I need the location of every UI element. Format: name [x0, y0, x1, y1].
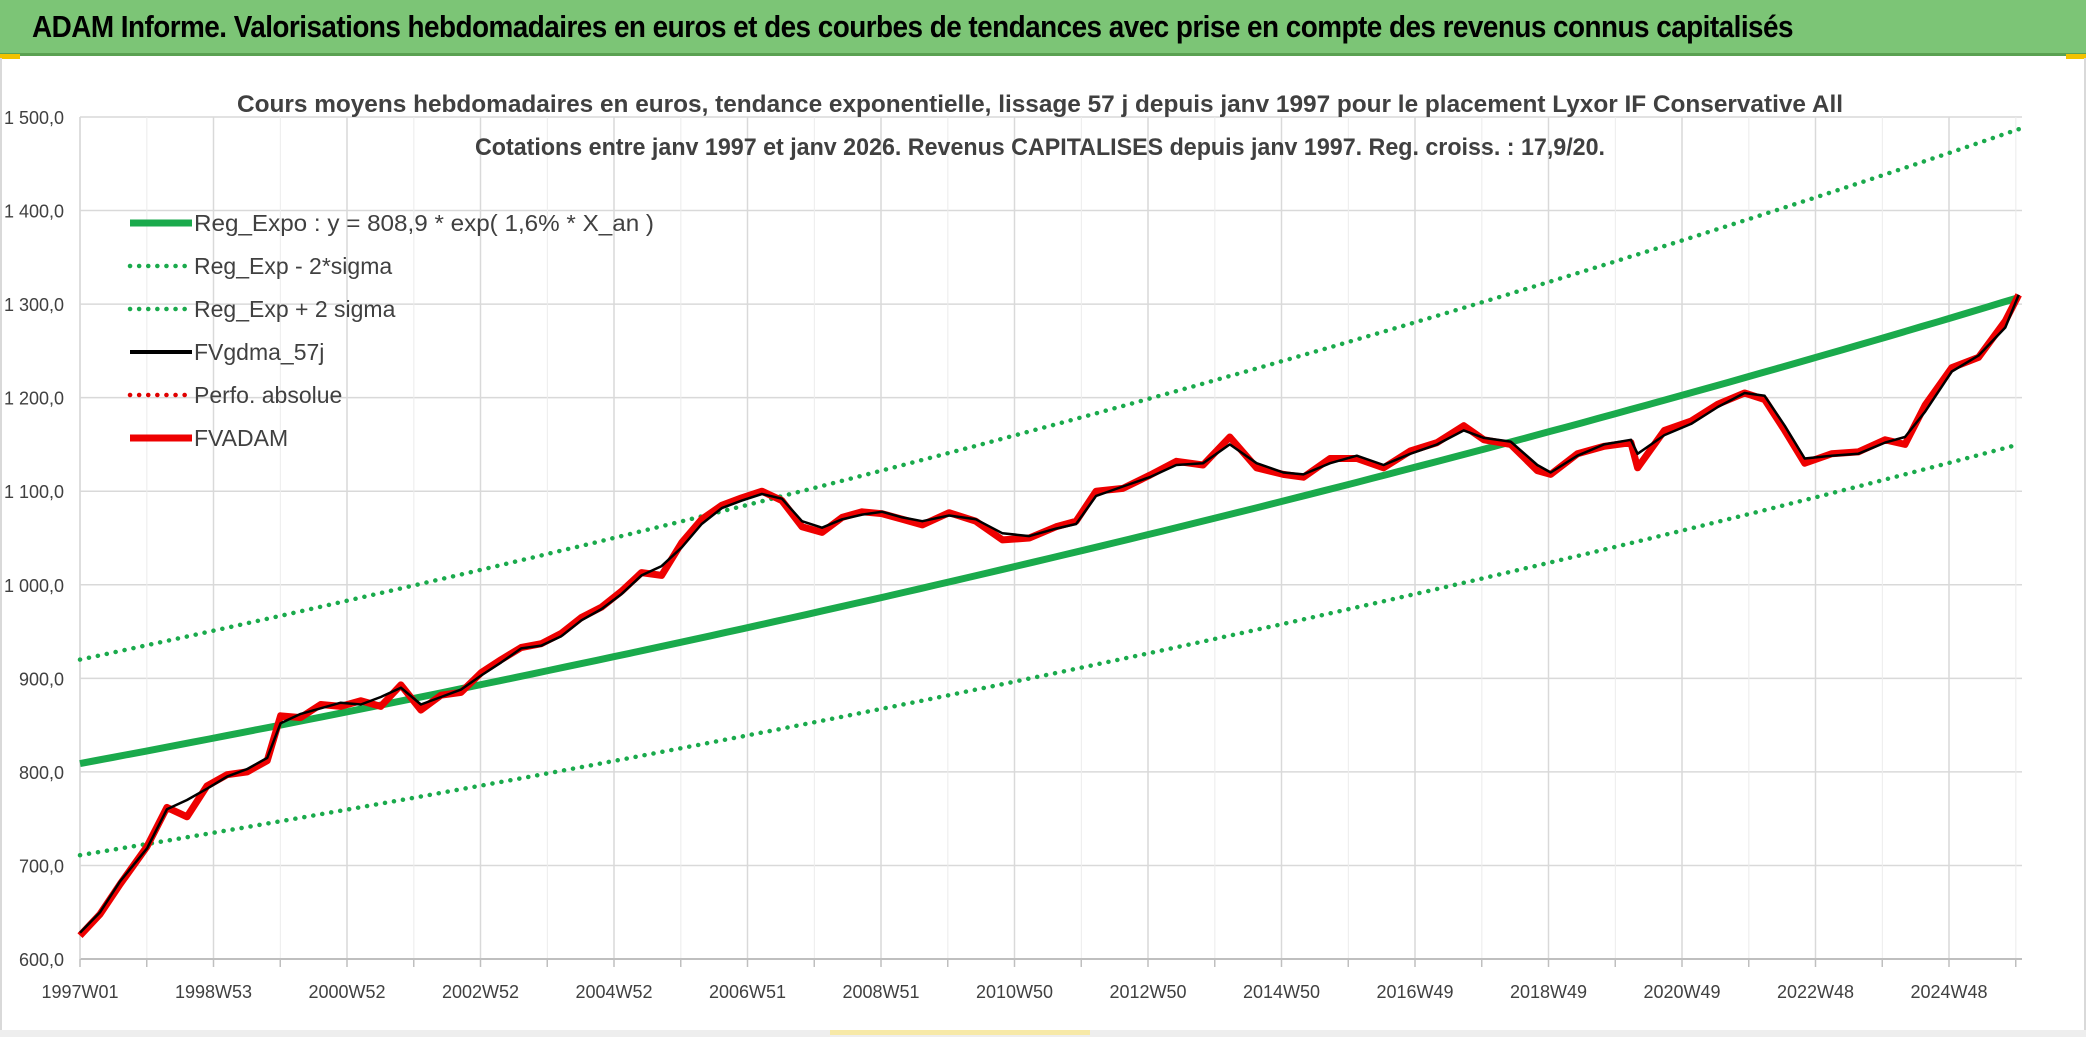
x-tick-label: 1997W01 [41, 982, 118, 1002]
chart-title: Cours moyens hebdomadaires en euros, ten… [237, 91, 1843, 118]
legend: Reg_Expo : y = 808,9 * exp( 1,6% * X_an … [127, 210, 654, 451]
legend-label-0: Reg_Expo : y = 808,9 * exp( 1,6% * X_an … [194, 210, 654, 236]
y-tick-label: 700,0 [19, 856, 64, 876]
y-tick-label: 900,0 [19, 669, 64, 689]
y-tick-label: 1 000,0 [4, 576, 64, 596]
x-tick-label: 2002W52 [442, 982, 519, 1002]
x-tick-label: 2010W50 [976, 982, 1053, 1002]
x-tick-label: 2012W50 [1109, 982, 1186, 1002]
header-banner: ADAM Informe. Valorisations hebdomadaire… [0, 0, 2086, 56]
series-line-3 [79, 294, 2020, 934]
chart-frame [0, 58, 2086, 1030]
bottom-highlight [830, 1030, 1090, 1035]
x-tick-label: 2022W48 [1777, 982, 1854, 1002]
x-tick-label: 2006W51 [709, 982, 786, 1002]
x-tick-label: 1998W53 [175, 982, 252, 1002]
y-axis-ticks: 600,0 700,0 800,0 900,0 1 000,0 1 100,0 1 200,… [4, 108, 64, 970]
series-line-0 [79, 294, 2020, 768]
series-line-2 [77, 126, 2021, 662]
legend-label-3: FVgdma_57j [194, 339, 324, 365]
x-tick-label: 2024W48 [1910, 982, 1987, 1002]
x-axis-ticks: 1997W01 1998W53 2000W52 2002W52 2004W52 2006W… [41, 982, 1987, 1002]
corner-mark-right [2066, 54, 2086, 59]
page-title: ADAM Informe. Valorisations hebdomadaire… [32, 9, 1794, 44]
series-line-5 [77, 293, 2022, 938]
series-line-1 [77, 442, 2021, 858]
corner-mark-left [0, 54, 20, 59]
y-tick-label: 1 300,0 [4, 295, 64, 315]
y-tick-label: 800,0 [19, 763, 64, 783]
grid [79, 116, 2022, 967]
x-tick-label: 2004W52 [575, 982, 652, 1002]
y-tick-label: 1 400,0 [4, 202, 64, 222]
legend-label-5: FVADAM [194, 425, 288, 451]
x-tick-label: 2000W52 [308, 982, 385, 1002]
y-tick-label: 1 500,0 [4, 108, 64, 128]
x-tick-label: 2008W51 [842, 982, 919, 1002]
x-tick-label: 2020W49 [1643, 982, 1720, 1002]
chart-subtitle: Cotations entre janv 1997 et janv 2026. … [475, 134, 1605, 161]
x-tick-label: 2016W49 [1376, 982, 1453, 1002]
y-tick-label: 1 100,0 [4, 482, 64, 502]
y-tick-label: 1 200,0 [4, 389, 64, 409]
legend-label-2: Reg_Exp + 2 sigma [194, 296, 396, 322]
series-group [77, 126, 2022, 938]
x-tick-label: 2014W50 [1243, 982, 1320, 1002]
legend-label-1: Reg_Exp - 2*sigma [194, 253, 392, 279]
legend-label-4: Perfo. absolue [194, 382, 342, 408]
y-tick-label: 600,0 [19, 950, 64, 970]
x-tick-label: 2018W49 [1510, 982, 1587, 1002]
